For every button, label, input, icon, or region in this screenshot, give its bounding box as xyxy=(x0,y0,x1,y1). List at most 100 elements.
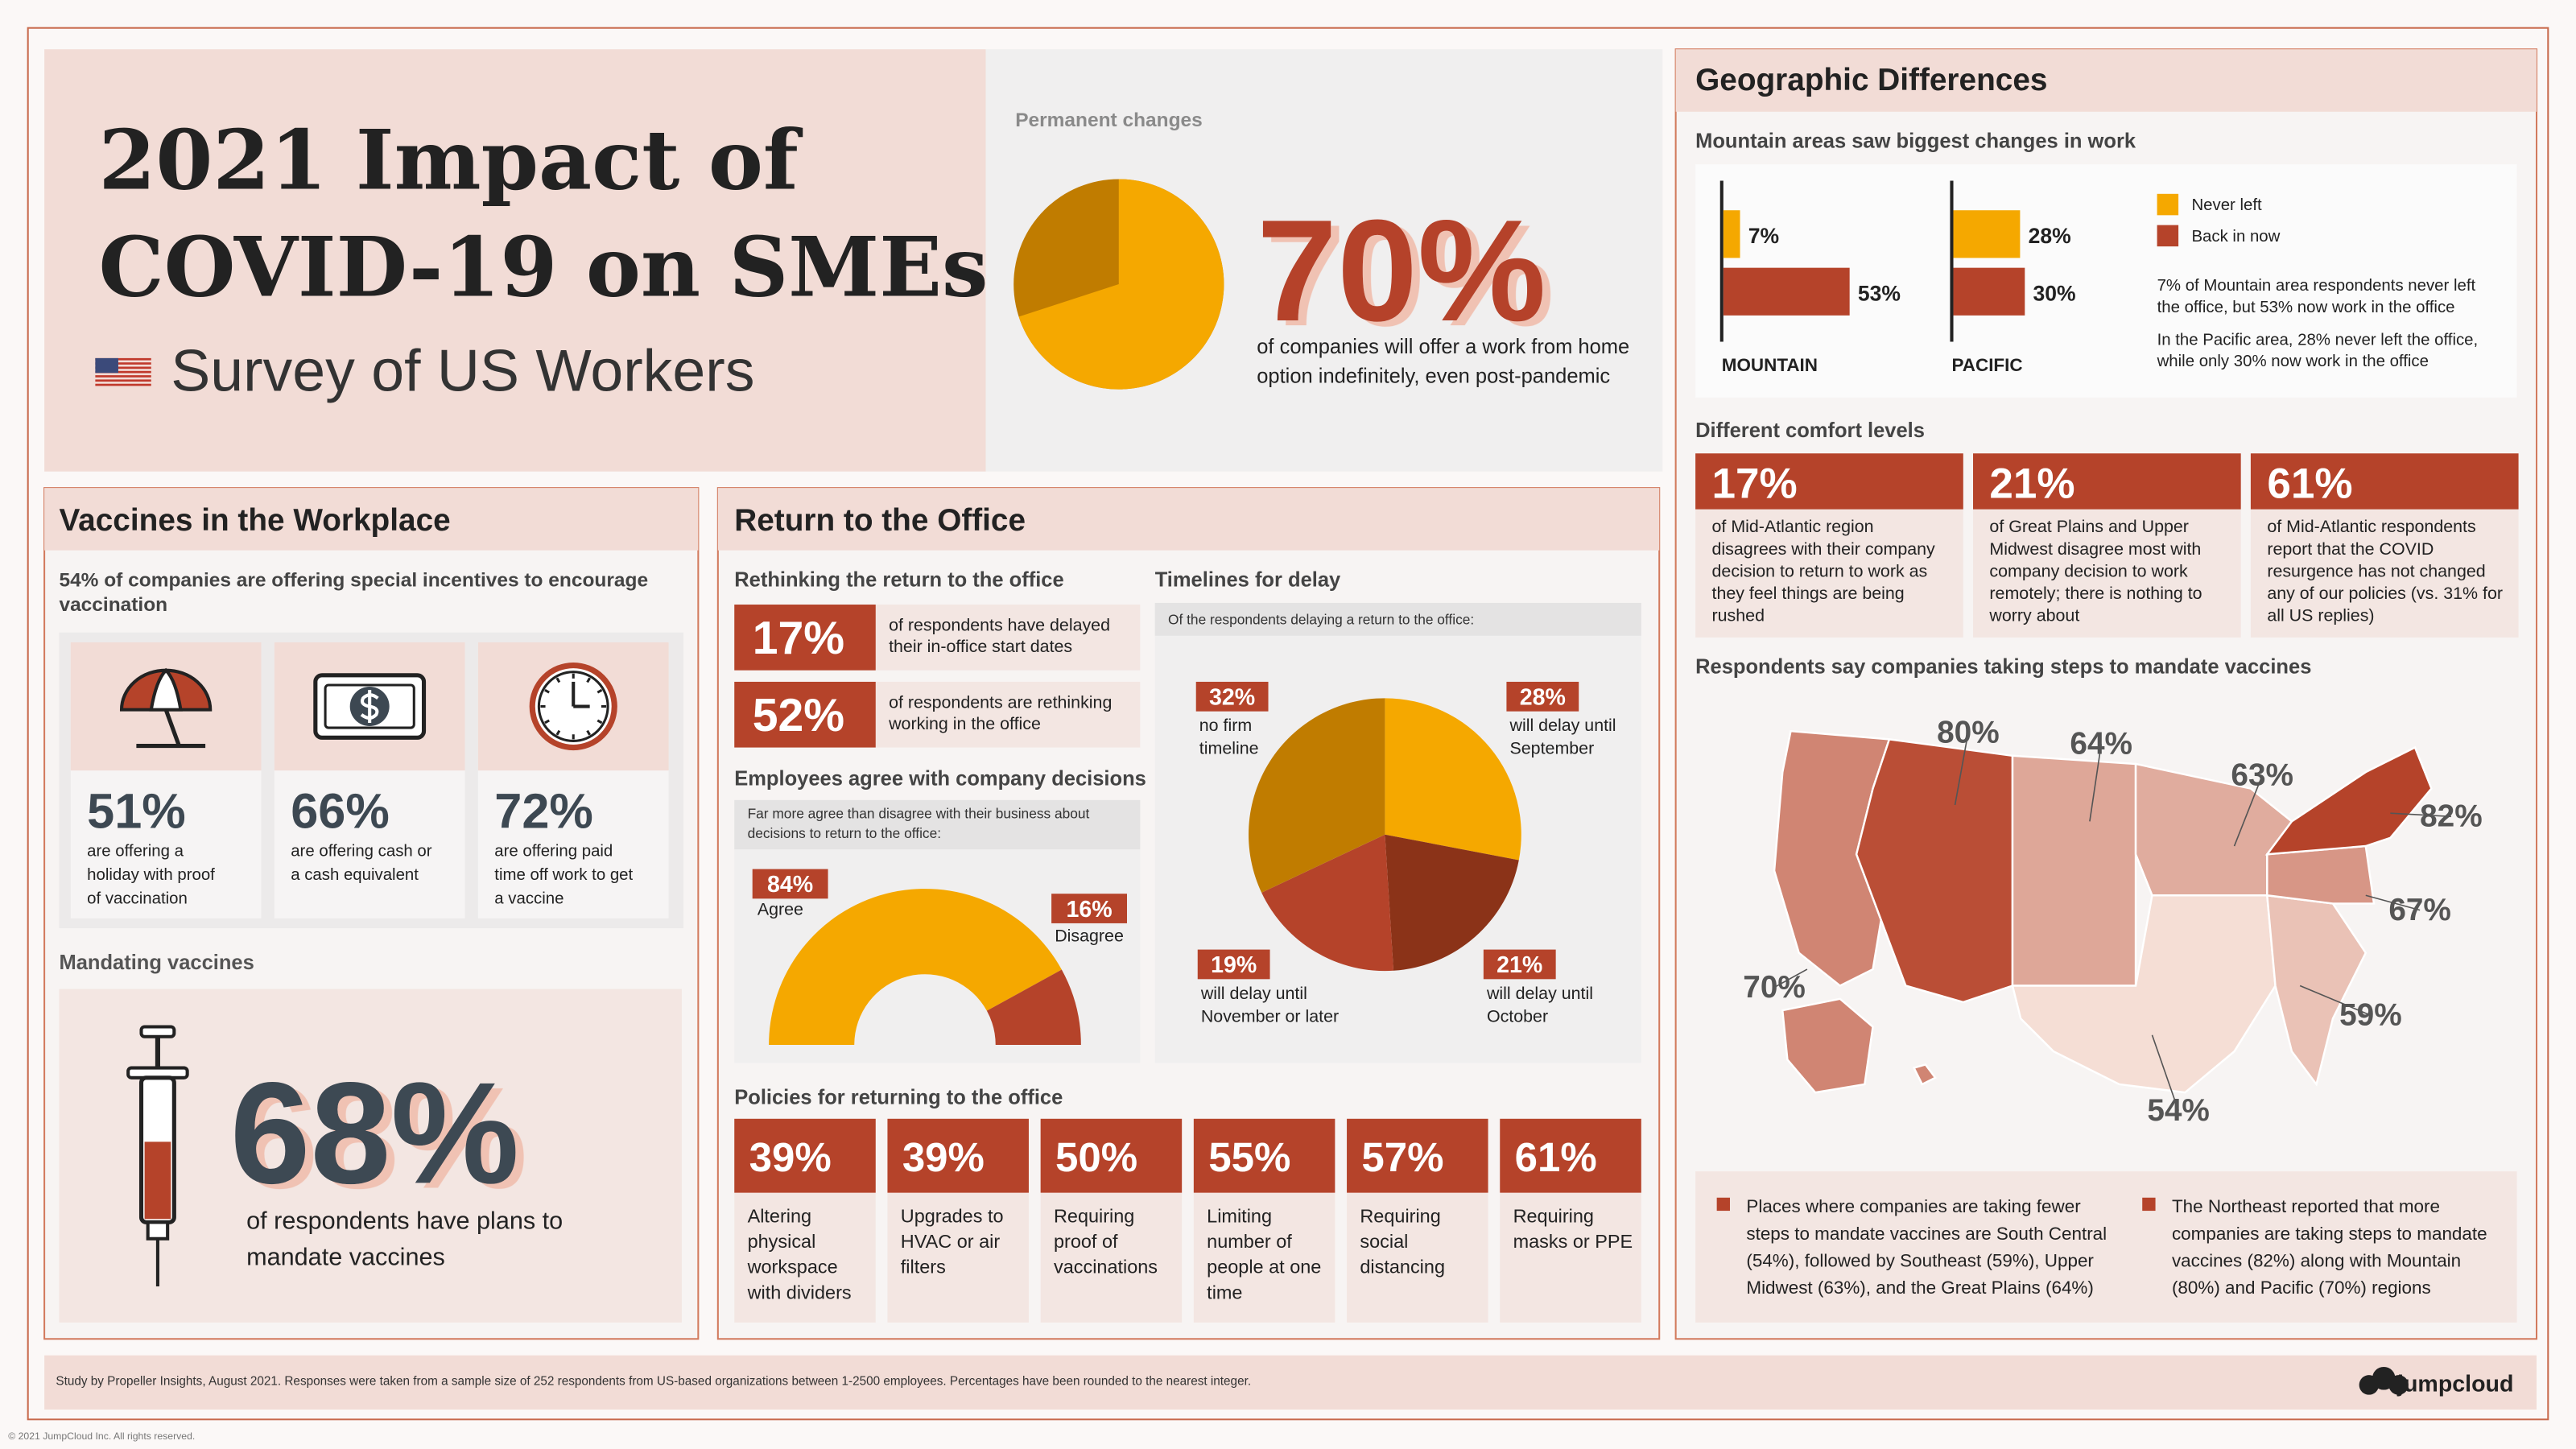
big-stat: 68% xyxy=(230,1052,519,1214)
legend-label: Never left xyxy=(2191,196,2262,214)
comfort-text: decision to return to work as xyxy=(1712,561,1928,580)
map-note: steps to mandate vaccines are South Cent… xyxy=(1746,1224,2107,1244)
fluid xyxy=(144,1141,171,1220)
pie-slice xyxy=(1385,834,1519,971)
policy-value: 39% xyxy=(749,1134,832,1180)
chart-note: Of the respondents delaying a return to … xyxy=(1168,612,1474,628)
section-label: Policies for returning to the office xyxy=(734,1086,1063,1108)
comfort-text: company decision to work xyxy=(1989,561,2188,580)
clock-rim xyxy=(537,671,609,742)
bar xyxy=(1953,210,2021,258)
value-badge xyxy=(752,869,828,899)
footer-panel xyxy=(44,1355,2537,1410)
pie-slice xyxy=(1385,698,1521,861)
comfort-value: 17% xyxy=(1712,460,1798,507)
value-label: 32% xyxy=(1209,685,1255,711)
section-label: Employees agree with company decisions xyxy=(734,768,1146,791)
map-note: Midwest (63%), and the Great Plains (64%… xyxy=(1746,1278,2093,1298)
map-label: 63% xyxy=(2231,758,2293,793)
policy-text: filters xyxy=(901,1257,946,1278)
chart-note: In the Pacific area, 28% never left the … xyxy=(2157,332,2479,349)
policy-text: HVAC or air xyxy=(901,1231,1001,1252)
flag-stripe xyxy=(95,357,151,361)
legend-swatch xyxy=(2157,225,2179,247)
stat-value: 17% xyxy=(753,613,844,664)
value-label: 19% xyxy=(1211,952,1257,978)
policy-text: Requiring xyxy=(1360,1205,1440,1226)
card-text: are offering cash or xyxy=(291,842,432,860)
stat-text: mandate vaccines xyxy=(246,1243,445,1270)
note-strip xyxy=(734,799,1141,850)
comfort-text: they feel things are being xyxy=(1712,584,1905,603)
section-title: Vaccines in the Workplace xyxy=(59,503,450,538)
policy-value: 50% xyxy=(1055,1134,1137,1180)
bar xyxy=(1723,267,1850,316)
clock-tick xyxy=(544,719,550,724)
stat-text: working in the office xyxy=(888,714,1041,733)
notes-box xyxy=(1695,1171,2517,1323)
bar-label: 30% xyxy=(2033,281,2076,305)
policy-text: Altering xyxy=(748,1205,812,1226)
card-text: a cash equivalent xyxy=(291,866,419,884)
policy-text: workspace xyxy=(747,1257,838,1278)
policy-value: 61% xyxy=(1515,1134,1597,1180)
stat-text: their in-office start dates xyxy=(889,637,1072,656)
policy-badge xyxy=(1500,1118,1641,1193)
flag-stripe xyxy=(95,370,151,374)
leader-line xyxy=(2151,1034,2179,1111)
policy-text: Requiring xyxy=(1054,1205,1134,1226)
section-title: Return to the Office xyxy=(734,503,1026,538)
chart-note: while only 30% now work in the office xyxy=(2157,353,2429,370)
bill-inner xyxy=(324,683,415,729)
category-label: will delay until xyxy=(1509,716,1616,735)
bar xyxy=(1723,210,1740,258)
policy-text: distancing xyxy=(1360,1257,1445,1278)
syringe-icon xyxy=(126,1025,189,1286)
policy-badge xyxy=(1193,1118,1335,1193)
header-panel xyxy=(44,49,986,472)
comfort-value: 21% xyxy=(1989,460,2074,507)
title: 2021 Impact of xyxy=(98,113,803,209)
category-label: November or later xyxy=(1201,1006,1339,1026)
clock-tick xyxy=(597,719,603,724)
category-label: no firm xyxy=(1199,716,1252,735)
map-note: The Northeast reported that more xyxy=(2172,1196,2440,1216)
category-label: September xyxy=(1510,739,1595,758)
map-label: 80% xyxy=(1937,715,2000,749)
leader-line xyxy=(2390,812,2451,818)
clock-tick xyxy=(555,677,561,683)
comfort-badge xyxy=(1695,453,1963,510)
icon xyxy=(313,673,427,740)
card-value: 51% xyxy=(87,784,186,839)
comfort-badge xyxy=(1973,453,2241,510)
map-region xyxy=(2266,844,2376,905)
flag-stripe xyxy=(95,379,151,382)
bar-label: 53% xyxy=(1858,281,1901,305)
comfort-text: disagrees with their company xyxy=(1712,539,1936,559)
note-strip xyxy=(1154,602,1641,636)
section-header xyxy=(44,488,699,551)
map-label: 67% xyxy=(2388,893,2451,927)
logo-part xyxy=(2388,1375,2409,1395)
map-region xyxy=(1912,1063,1937,1086)
leader-line xyxy=(2089,744,2103,822)
stat-text: of respondents have plans to xyxy=(246,1208,563,1235)
card-value: 66% xyxy=(291,784,390,839)
card-text: of vaccination xyxy=(87,890,188,907)
bullet xyxy=(2142,1197,2156,1212)
policy-text: with dividers xyxy=(747,1282,852,1302)
flag-stripe xyxy=(95,366,151,369)
clock-tick xyxy=(586,677,591,683)
big-stat: 70% xyxy=(1257,190,1546,352)
clock-tick xyxy=(597,688,603,694)
section-header xyxy=(717,488,1660,551)
donut-segment xyxy=(769,889,1062,1045)
section-label: Respondents say companies taking steps t… xyxy=(1695,656,2311,679)
us-flag xyxy=(95,357,151,386)
flag-stripe xyxy=(95,383,151,386)
section-header xyxy=(1675,49,2537,112)
leader-line xyxy=(2233,774,2263,847)
comfort-text: of Mid-Atlantic region xyxy=(1712,517,1874,536)
leader-line xyxy=(1773,968,1808,989)
section-label: Permanent changes xyxy=(1015,109,1203,131)
